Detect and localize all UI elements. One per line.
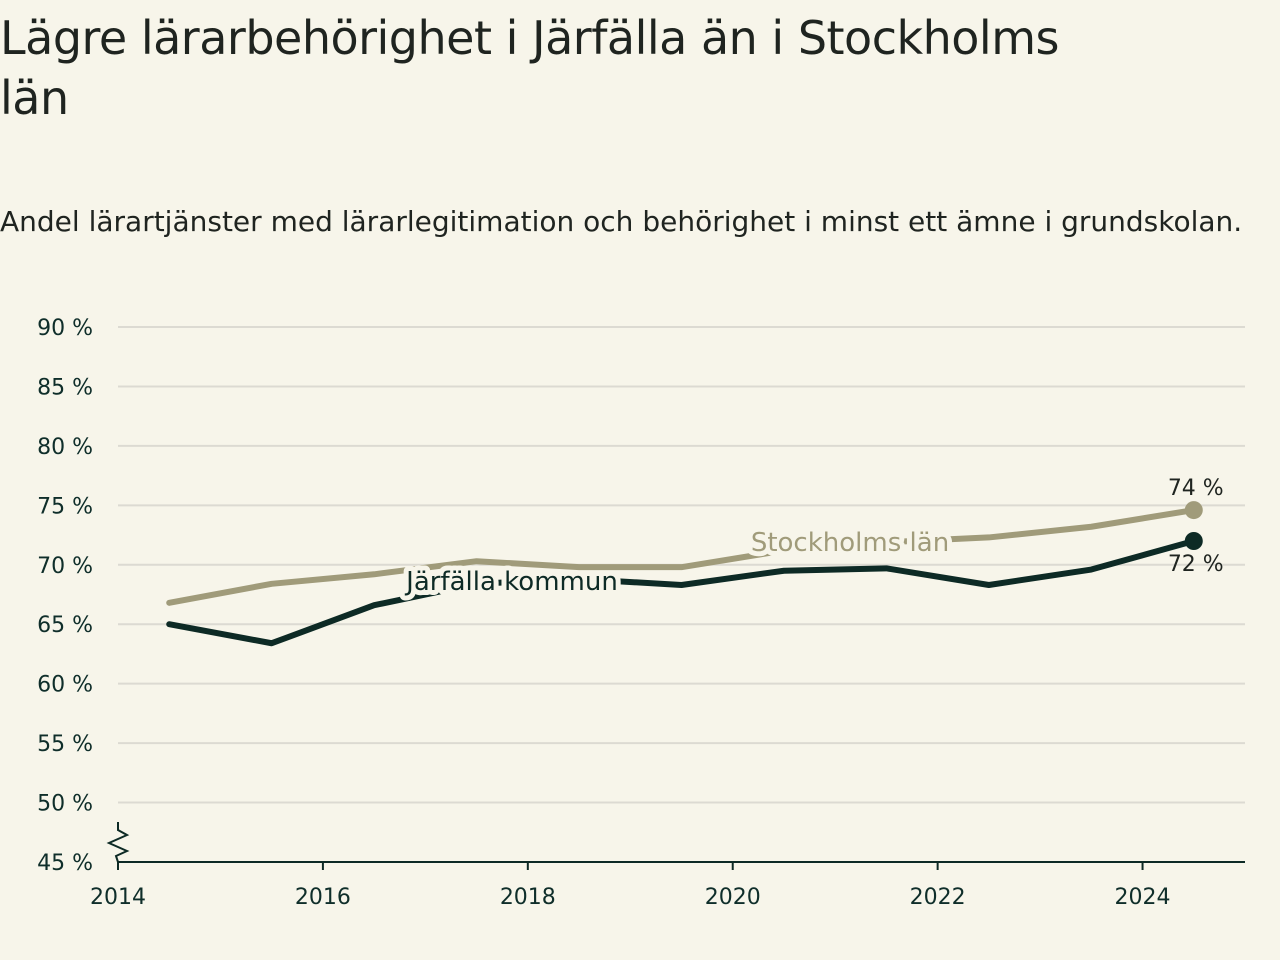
y-tick-label: 75 % (37, 494, 93, 519)
axis-break-mark (106, 822, 130, 863)
series-lines (166, 501, 1203, 647)
series-labels: 74 % 72 % Stockholms län Järfälla kommun (399, 476, 1224, 602)
y-tick-label: 50 % (37, 792, 93, 817)
y-tick-label: 55 % (37, 732, 93, 757)
y-tick-label: 85 % (37, 375, 93, 400)
series-end-label: 74 % (1168, 476, 1224, 501)
series-line (166, 507, 1197, 606)
series-name-label: Järfälla kommun (404, 567, 618, 597)
chart-title: Lägre lärarbehörighet i Järfälla än i St… (0, 11, 1059, 125)
y-tick-label: 65 % (37, 613, 93, 638)
y-tick-label: 60 % (37, 673, 93, 698)
series-end-marker (1184, 532, 1203, 550)
series-name-label: Stockholms län (751, 528, 949, 558)
y-tick-label: 90 % (37, 316, 93, 341)
series-end-marker (1184, 501, 1203, 520)
chart-subtitle: Andel lärartjänster med lärarlegitimatio… (0, 205, 1243, 238)
series-line (166, 538, 1197, 647)
series-end-label: 72 % (1168, 552, 1224, 577)
x-tick-label: 2022 (910, 885, 966, 910)
y-tick-label: 45 % (37, 851, 93, 876)
x-axis: 2014 2016 2018 2020 2022 2024 (90, 822, 1245, 910)
y-axis-ticks: 45 % 50 % 55 % 60 % 65 % 70 % 75 % 80 % 85 % 90 % (37, 316, 93, 876)
x-tick-label: 2024 (1115, 885, 1171, 910)
x-tick-label: 2016 (295, 885, 351, 910)
x-tick-label: 2018 (500, 885, 556, 910)
y-tick-label: 70 % (37, 554, 93, 579)
y-tick-label: 80 % (37, 435, 93, 460)
x-tick-label: 2020 (705, 885, 761, 910)
x-tick-label: 2014 (90, 885, 146, 910)
